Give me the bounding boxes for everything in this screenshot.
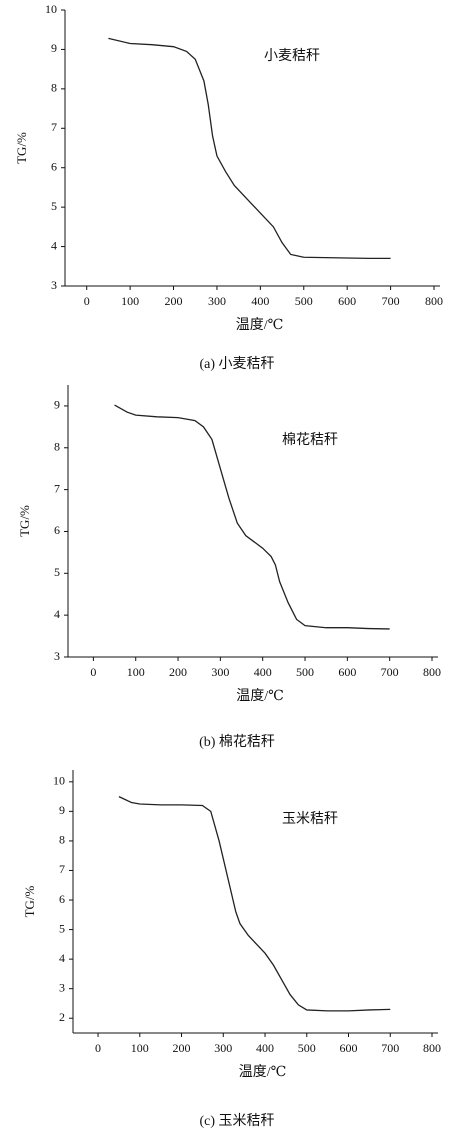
y-tick-label: 7 bbox=[59, 862, 65, 876]
y-tick-label: 10 bbox=[53, 774, 65, 788]
y-tick-label: 6 bbox=[51, 159, 57, 173]
x-tick-label: 0 bbox=[84, 294, 90, 308]
y-tick-label: 3 bbox=[51, 278, 57, 292]
caption: (c) 玉米秸秆 bbox=[199, 1113, 274, 1129]
tg-curve bbox=[108, 37, 391, 260]
y-tick-label: 5 bbox=[59, 921, 65, 935]
x-tick-label: 100 bbox=[131, 1041, 149, 1055]
y-tick-label: 4 bbox=[51, 238, 57, 252]
x-tick-label: 0 bbox=[90, 665, 96, 679]
y-tick-label: 4 bbox=[59, 951, 65, 965]
y-tick-label: 8 bbox=[54, 440, 60, 454]
y-tick-label: 9 bbox=[59, 803, 65, 817]
y-tick-label: 5 bbox=[51, 199, 57, 213]
x-tick-label: 800 bbox=[423, 665, 441, 679]
x-tick-label: 100 bbox=[121, 294, 139, 308]
y-tick-label: 2 bbox=[59, 1010, 65, 1024]
x-tick-label: 300 bbox=[214, 1041, 232, 1055]
y-tick-label: 8 bbox=[51, 81, 57, 95]
y-tick-label: 10 bbox=[45, 2, 57, 16]
y-tick-label: 7 bbox=[54, 481, 60, 495]
x-tick-label: 500 bbox=[298, 1041, 316, 1055]
x-tick-label: 200 bbox=[165, 294, 183, 308]
annotation: 玉米秸秆 bbox=[282, 811, 338, 827]
x-axis-label: 温度/℃ bbox=[239, 1064, 287, 1080]
y-tick-label: 3 bbox=[54, 649, 60, 663]
x-tick-label: 700 bbox=[382, 294, 400, 308]
x-tick-label: 500 bbox=[295, 294, 313, 308]
x-tick-label: 400 bbox=[256, 1041, 274, 1055]
x-tick-label: 200 bbox=[169, 665, 187, 679]
tg-curve bbox=[118, 796, 391, 1012]
y-tick-label: 6 bbox=[59, 892, 65, 906]
x-tick-label: 400 bbox=[254, 665, 272, 679]
annotation: 小麦秸秆 bbox=[264, 48, 320, 64]
x-tick-label: 300 bbox=[208, 294, 226, 308]
x-tick-label: 600 bbox=[338, 665, 356, 679]
y-axis-label: TG/% bbox=[17, 505, 32, 537]
x-axis-label: 温度/℃ bbox=[236, 688, 284, 704]
y-tick-label: 8 bbox=[59, 833, 65, 847]
y-tick-label: 4 bbox=[54, 607, 60, 621]
x-tick-label: 300 bbox=[211, 665, 229, 679]
caption: (a) 小麦秸秆 bbox=[199, 356, 274, 372]
x-tick-label: 800 bbox=[425, 294, 443, 308]
x-tick-label: 700 bbox=[381, 665, 399, 679]
x-tick-label: 600 bbox=[340, 1041, 358, 1055]
y-axis-label: TG/% bbox=[22, 885, 37, 917]
x-tick-label: 500 bbox=[296, 665, 314, 679]
tg-curve bbox=[114, 404, 390, 630]
y-tick-label: 5 bbox=[54, 565, 60, 579]
annotation: 棉花秸秆 bbox=[282, 431, 338, 448]
x-tick-label: 100 bbox=[127, 665, 145, 679]
x-tick-label: 800 bbox=[423, 1041, 441, 1055]
caption: (b) 棉花秸秆 bbox=[199, 733, 275, 750]
y-tick-label: 3 bbox=[59, 980, 65, 994]
x-axis-label: 温度/℃ bbox=[236, 317, 284, 333]
x-tick-label: 200 bbox=[173, 1041, 191, 1055]
y-tick-label: 7 bbox=[51, 120, 57, 134]
x-tick-label: 700 bbox=[381, 1041, 399, 1055]
x-tick-label: 0 bbox=[95, 1041, 101, 1055]
y-tick-label: 9 bbox=[54, 398, 60, 412]
x-tick-label: 400 bbox=[251, 294, 269, 308]
y-axis-label: TG/% bbox=[14, 132, 29, 164]
y-tick-label: 9 bbox=[51, 41, 57, 55]
y-tick-label: 6 bbox=[54, 523, 60, 537]
x-tick-label: 600 bbox=[338, 294, 356, 308]
